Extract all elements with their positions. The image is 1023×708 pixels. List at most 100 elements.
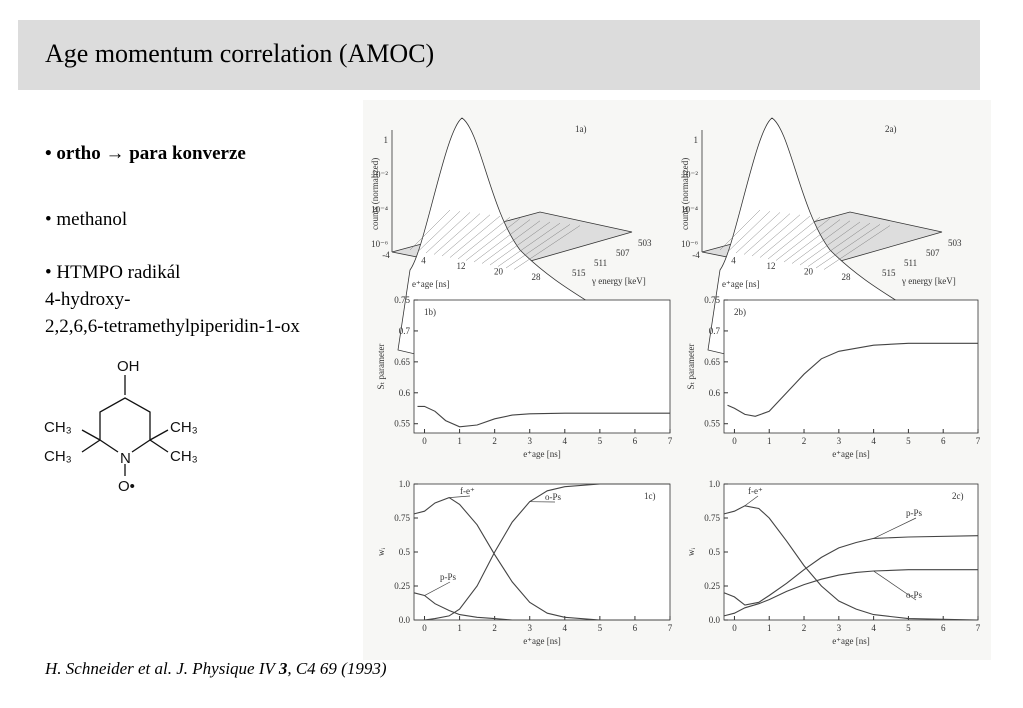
leader-line (873, 570, 917, 601)
y-tick-label: 515 (572, 268, 586, 278)
y-tick-label: 0.65 (704, 357, 720, 367)
x-tick-label: 1 (767, 436, 772, 446)
x-tick-label: 5 (906, 623, 911, 633)
axis-label: e⁺age [ns] (832, 449, 869, 459)
bullet-line: 4-hydroxy- (45, 289, 130, 310)
axis-label: Sₜ parameter (686, 344, 696, 390)
x-tick-label: 7 (976, 436, 981, 446)
surface-mesh (759, 215, 811, 258)
curve (723, 535, 979, 606)
y-tick-label: 0.5 (399, 547, 411, 557)
bullet: • HTMPO radikál (45, 262, 180, 283)
y-tick-label: 0.75 (394, 513, 410, 523)
surface-mesh (791, 220, 851, 264)
y-tick-label: 503 (948, 238, 962, 248)
panel-label: 1c) (644, 491, 656, 501)
surface-mesh (775, 218, 831, 261)
x-tick-label: 2 (492, 436, 497, 446)
figure: 1a)counts (normalized)110⁻²10⁻⁴10⁻⁶-4412… (370, 117, 981, 646)
y-tick-label: 0.7 (399, 326, 411, 336)
bullet-line: 2,2,6,6-tetramethylpiperidin-1-ox (45, 316, 300, 337)
x-tick-label: 4 (563, 623, 568, 633)
curve (414, 483, 670, 621)
curve-label: o-Ps (906, 590, 923, 600)
x-tick-label: 0 (422, 623, 427, 633)
leader-line (873, 517, 917, 539)
x-tick-label: 6 (633, 436, 638, 446)
axis-label: e⁺age [ns] (412, 279, 449, 289)
x-tick-label: 0 (732, 623, 737, 633)
z-tick-label: 1 (694, 135, 699, 145)
x-tick-label: 20 (804, 267, 814, 277)
x-tick-label: 5 (598, 436, 603, 446)
surface-mesh (417, 211, 461, 252)
y-tick-label: 0.55 (704, 419, 720, 429)
citation-part: 3 (278, 659, 288, 678)
x-tick-label: 20 (494, 267, 504, 277)
surface-mesh (497, 223, 561, 267)
slide-title: Age momentum correlation (AMOC) (45, 39, 434, 68)
x-tick-label: 2 (802, 623, 807, 633)
header-bar (18, 20, 980, 90)
y-tick-label: 1.0 (709, 479, 721, 489)
surface-mesh (425, 212, 471, 254)
curve-label: p-Ps (440, 572, 457, 582)
atom-label: N (120, 450, 131, 467)
x-tick-label: 7 (976, 623, 981, 633)
z-tick-label: 10⁻² (372, 170, 389, 180)
curve (413, 496, 670, 621)
axis-label: e⁺age [ns] (832, 636, 869, 646)
y-tick-label: 511 (904, 258, 917, 268)
axis-label: counts (normalized) (680, 158, 690, 230)
x-tick-label: -4 (692, 250, 700, 260)
panel-label: 1a) (575, 124, 587, 134)
surface-mesh (767, 217, 821, 260)
x-tick-label: 0 (422, 436, 427, 446)
leader-line (424, 581, 451, 596)
surface-mesh (409, 209, 451, 251)
x-tick-label: 7 (668, 623, 673, 633)
x-tick-label: 6 (941, 623, 946, 633)
x-tick-label: 6 (633, 623, 638, 633)
z-tick-label: 10⁻⁴ (681, 204, 698, 214)
surface-mesh (727, 211, 771, 252)
curve (723, 569, 978, 617)
z-tick-label: 10⁻⁶ (681, 239, 698, 249)
z-tick-label: 10⁻² (682, 170, 699, 180)
x-tick-label: 28 (532, 272, 542, 282)
axis-label: wᵢ (376, 547, 386, 555)
x-tick-label: 12 (767, 261, 776, 271)
surface-mesh (473, 219, 531, 263)
atom-label: CH₃ (170, 419, 198, 436)
z-tick-label: 1 (384, 135, 389, 145)
x-tick-label: 28 (842, 272, 852, 282)
bullet: • methanol (45, 209, 127, 230)
atom-label: O• (118, 478, 135, 495)
y-tick-label: 515 (882, 268, 896, 278)
molecule-bonds (81, 375, 169, 476)
curve-label: p-Ps (906, 508, 923, 518)
x-tick-label: 2 (802, 436, 807, 446)
y-tick-label: 1.0 (399, 479, 411, 489)
plot-frame (723, 299, 979, 434)
plot-frame (413, 299, 671, 434)
curve (417, 405, 670, 428)
y-tick-label: 0.0 (709, 615, 721, 625)
x-tick-label: -4 (382, 250, 390, 260)
curve (727, 342, 978, 417)
curve (723, 505, 979, 621)
x-tick-label: 12 (457, 261, 466, 271)
surface-mesh (807, 223, 871, 267)
citation-part: , C4 69 (1993) (287, 659, 387, 678)
surface-mesh (823, 225, 891, 270)
curve (413, 592, 670, 621)
atom-label: CH₃ (170, 448, 198, 465)
y-tick-label: 0.75 (394, 295, 410, 305)
surface-mesh (465, 218, 521, 261)
x-tick-label: 3 (527, 436, 532, 446)
y-tick-label: 511 (594, 258, 607, 268)
x-tick-label: 1 (457, 623, 462, 633)
citation: H. Schneider et al. J. Physique IV 3, C4… (44, 659, 387, 678)
surface-mesh (457, 217, 511, 260)
x-tick-label: 5 (906, 436, 911, 446)
